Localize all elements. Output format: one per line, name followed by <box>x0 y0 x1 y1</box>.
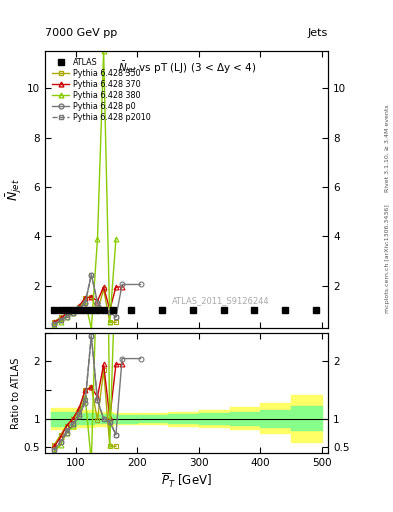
Text: 7000 GeV pp: 7000 GeV pp <box>45 28 118 38</box>
Y-axis label: $\bar{N}_{jet}$: $\bar{N}_{jet}$ <box>5 178 24 201</box>
Legend: ATLAS, Pythia 6.428 350, Pythia 6.428 370, Pythia 6.428 380, Pythia 6.428 p0, Py: ATLAS, Pythia 6.428 350, Pythia 6.428 37… <box>49 55 153 124</box>
Y-axis label: Ratio to ATLAS: Ratio to ATLAS <box>11 357 21 429</box>
Text: Rivet 3.1.10, ≥ 3.4M events: Rivet 3.1.10, ≥ 3.4M events <box>385 104 389 192</box>
X-axis label: $\overline{P}_T$ [GeV]: $\overline{P}_T$ [GeV] <box>161 472 212 490</box>
Text: $\bar{N}_{jet}$ vs pT (LJ) (3 < $\Delta$y < 4): $\bar{N}_{jet}$ vs pT (LJ) (3 < $\Delta$… <box>118 59 256 76</box>
Text: Jets: Jets <box>308 28 328 38</box>
Text: mcplots.cern.ch [arXiv:1306.3436]: mcplots.cern.ch [arXiv:1306.3436] <box>385 204 389 313</box>
Text: ATLAS_2011_S9126244: ATLAS_2011_S9126244 <box>172 296 270 306</box>
